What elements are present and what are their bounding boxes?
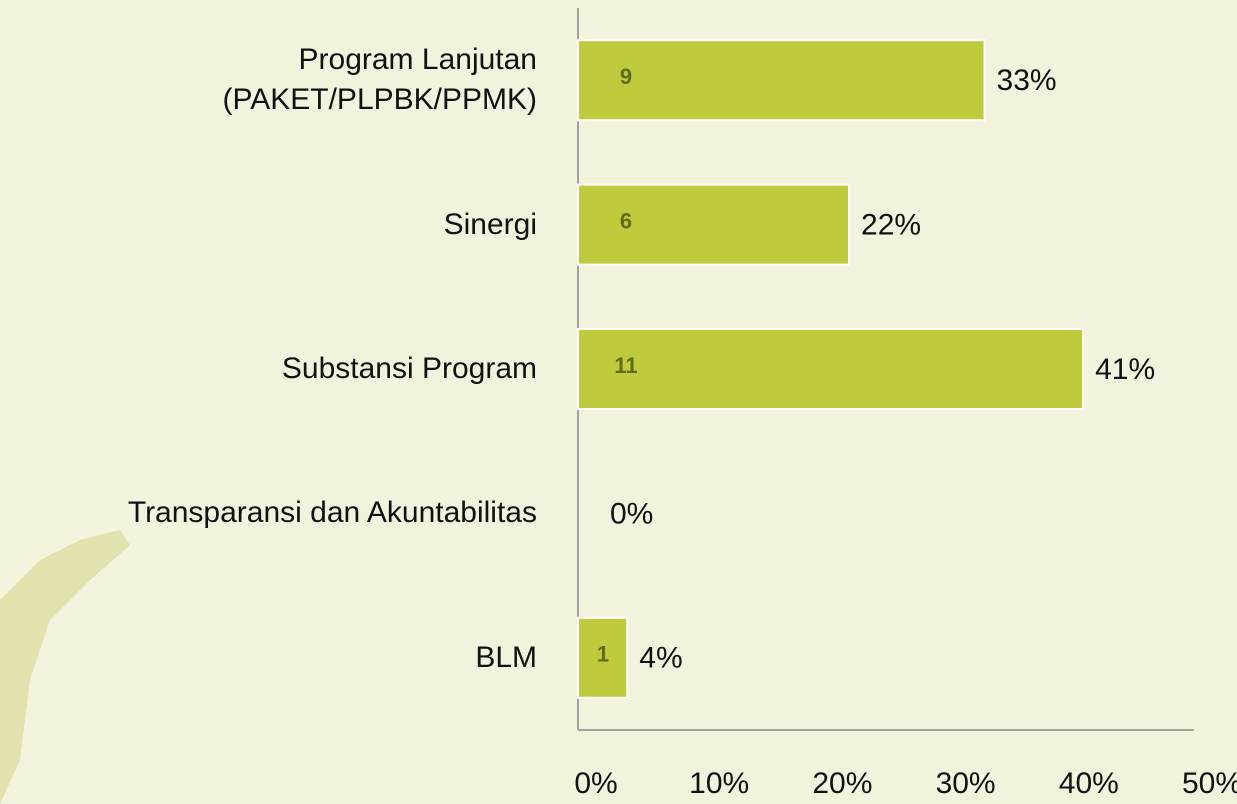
y-tick-label: Sinergi — [0, 205, 537, 245]
value-label: 41% — [1095, 353, 1155, 386]
value-label: 4% — [639, 642, 682, 675]
y-tick-label: Program Lanjutan (PAKET/PLPBK/PPMK) — [0, 40, 537, 120]
x-tick-label: 30% — [936, 767, 996, 800]
count-label: 11 — [614, 353, 637, 378]
bar — [578, 185, 849, 265]
x-tick-label: 50% — [1182, 767, 1237, 800]
y-tick-label: Substansi Program — [0, 349, 537, 389]
count-label: 6 — [620, 208, 632, 233]
value-label: 0% — [610, 497, 653, 530]
x-tick-label: 0% — [574, 767, 617, 800]
bar — [578, 40, 985, 120]
bar — [578, 329, 1083, 409]
x-tick-label: 10% — [689, 767, 749, 800]
y-tick-label: BLM — [0, 638, 537, 678]
chart: 0% 10% 20% 30% 40% 50% 33% 9 22% 6 41% 11 0% 4% 1 Prog… — [0, 0, 1237, 804]
value-label: 22% — [861, 209, 921, 242]
count-label: 1 — [597, 642, 609, 667]
x-tick-label: 20% — [812, 767, 872, 800]
count-label: 9 — [620, 64, 632, 89]
y-tick-label: Transparansi dan Akuntabilitas — [0, 493, 537, 533]
chart-svg: 0% 10% 20% 30% 40% 50% 33% 9 22% 6 41% 11 0% 4% 1 — [0, 0, 1237, 804]
x-tick-label: 40% — [1059, 767, 1119, 800]
value-label: 33% — [997, 64, 1057, 97]
